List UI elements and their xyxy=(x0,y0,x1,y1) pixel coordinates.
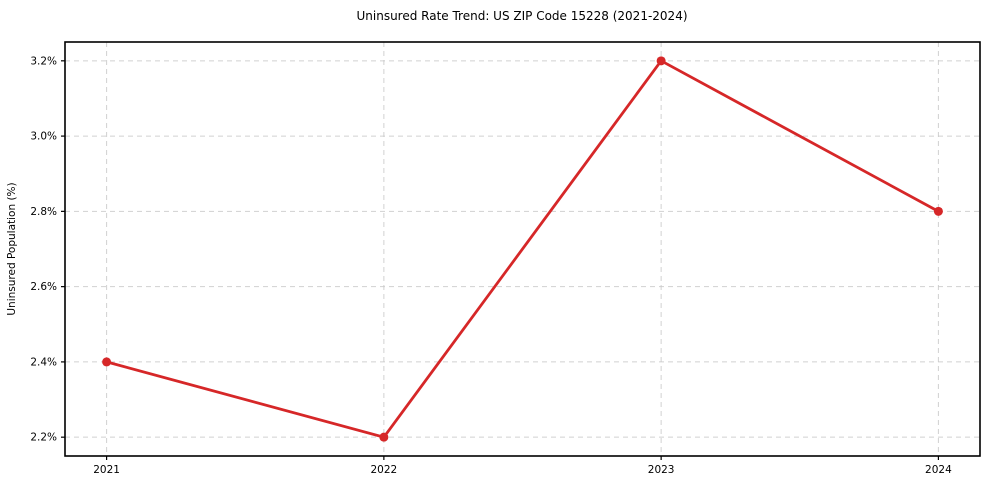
x-tick-label: 2021 xyxy=(93,464,120,476)
grid-layer xyxy=(65,42,980,456)
y-tick-label: 2.6% xyxy=(30,281,57,293)
data-point xyxy=(656,56,666,66)
plot-border xyxy=(64,41,981,457)
chart-title: Uninsured Rate Trend: US ZIP Code 15228 … xyxy=(356,9,687,23)
y-axis-label: Uninsured Population (%) xyxy=(6,182,18,315)
y-tick-label: 2.8% xyxy=(30,206,57,218)
y-tick-label: 3.0% xyxy=(30,131,57,143)
x-tick-label: 2023 xyxy=(648,464,675,476)
y-tick-label: 2.4% xyxy=(30,356,57,368)
x-tick-label: 2024 xyxy=(925,464,952,476)
data-series-layer xyxy=(102,56,943,442)
x-tick-label: 2022 xyxy=(370,464,397,476)
trend-line xyxy=(105,59,940,439)
tick-layer: 2021 2022 2023 2024 2.2% 2.4% 2.6% 2.8% 3.0% 3.2% xyxy=(30,55,952,476)
data-point xyxy=(102,357,112,367)
y-tick-label: 2.2% xyxy=(30,432,57,444)
data-point xyxy=(933,206,943,216)
y-tick-label: 3.2% xyxy=(30,55,57,67)
data-point xyxy=(379,432,389,442)
